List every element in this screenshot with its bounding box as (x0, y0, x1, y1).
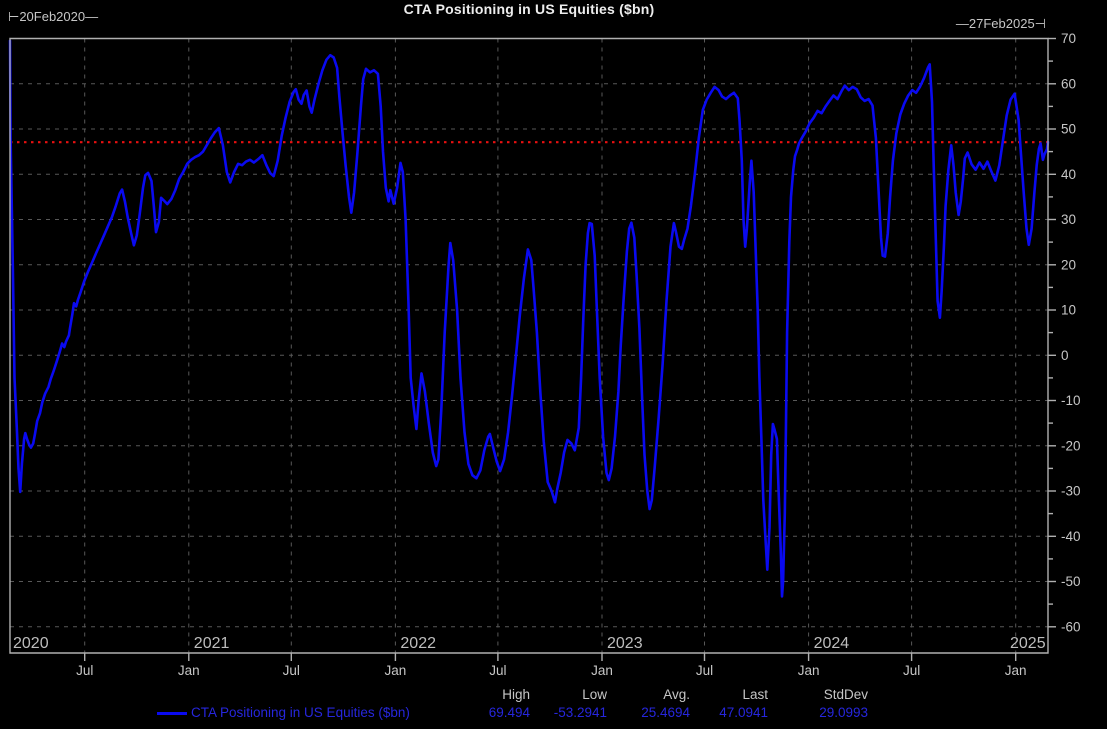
x-tick-label: Jan (798, 663, 820, 678)
legend-value-high: 69.494 (488, 705, 530, 720)
legend-header-avg: Avg. (663, 687, 690, 702)
legend-value-stddev: 29.0993 (819, 705, 868, 720)
plot-frame (9, 37, 1049, 654)
x-tick-label: Jul (489, 663, 506, 678)
x-tick-label: Jan (385, 663, 407, 678)
x-tick-label: Jan (178, 663, 200, 678)
year-label: 2022 (400, 635, 436, 652)
y-tick-label: 60 (1061, 76, 1076, 91)
y-tick-label: -40 (1061, 529, 1081, 544)
year-label: 2021 (194, 635, 230, 652)
year-label: 2023 (607, 635, 643, 652)
x-tick-label: Jan (1005, 663, 1027, 678)
range-start-label: ⊢20Feb2020— (8, 9, 99, 24)
y-tick-label: -50 (1061, 574, 1081, 589)
legend-header-stddev: StdDev (823, 687, 868, 702)
cta-series-line (8, 39, 1050, 598)
y-tick-label: -10 (1061, 393, 1081, 408)
legend-line-marker (157, 712, 187, 715)
y-tick-label: 50 (1061, 122, 1076, 137)
y-tick-label: -60 (1061, 619, 1081, 634)
legend-header-high: High (502, 687, 530, 702)
x-tick-label: Jan (591, 663, 613, 678)
range-end-label: —27Feb2025⊣ (955, 16, 1046, 31)
x-tick-label: Jul (76, 663, 93, 678)
legend-header-last: Last (742, 687, 768, 702)
legend-value-low: -53.2941 (553, 705, 607, 720)
y-tick-label: 40 (1061, 167, 1076, 182)
y-tick-label: 70 (1061, 31, 1076, 46)
y-tick-label: 20 (1061, 257, 1076, 272)
y-tick-label: 0 (1061, 348, 1069, 363)
page-title: CTA Positioning in US Equities ($bn) (403, 1, 655, 17)
legend-value-last: 47.0941 (719, 705, 768, 720)
x-tick-label: Jul (903, 663, 920, 678)
y-tick-label: 10 (1061, 303, 1076, 318)
y-tick-label: -30 (1061, 484, 1081, 499)
legend-header-low: Low (582, 687, 607, 702)
x-tick-label: Jul (283, 663, 300, 678)
y-tick-label: -20 (1061, 438, 1081, 453)
legend-series-label: CTA Positioning in US Equities ($bn) (191, 705, 410, 720)
year-label: 2020 (13, 635, 49, 652)
x-tick-label: Jul (696, 663, 713, 678)
year-label: 2024 (814, 635, 850, 652)
y-tick-label: 30 (1061, 212, 1076, 227)
year-label: 2025 (1010, 635, 1046, 652)
legend-value-avg: 25.4694 (641, 705, 690, 720)
